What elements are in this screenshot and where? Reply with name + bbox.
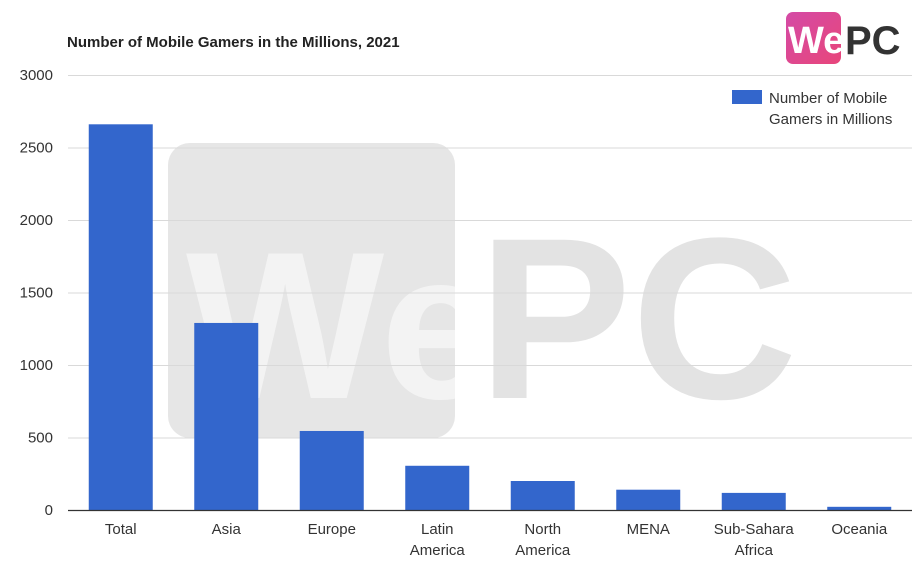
legend-label-line-2: Gamers in Millions [769,111,892,128]
x-category-label: Oceania [831,521,888,538]
y-tick-label: 3000 [20,67,53,84]
y-tick-label: 500 [28,430,53,447]
x-category-label: North [524,521,561,538]
x-axis-categories: Total Asia Europe Latin America North America M… [105,521,888,559]
y-axis-ticks: 0 500 1000 1500 2000 2500 3000 [20,67,53,519]
logo-badge [786,12,841,64]
y-tick-label: 1500 [20,285,53,302]
legend: Number of Mobile Gamers in Millions [732,90,892,128]
bar [510,481,575,510]
x-category-label: Latin [421,521,454,538]
x-category-label: America [515,542,571,559]
wepc-logo: We PC [786,12,901,64]
y-tick-label: 1000 [20,357,53,374]
y-tick-label: 2000 [20,212,53,229]
chart-title: Number of Mobile Gamers in the Millions,… [67,34,400,51]
x-category-label: Europe [308,521,356,538]
legend-swatch [732,90,762,104]
legend-label-line-1: Number of Mobile [769,90,887,107]
y-tick-label: 2500 [20,140,53,157]
x-category-label: MENA [627,521,670,538]
bar [405,465,470,510]
x-category-label: Africa [735,542,774,559]
x-category-label: America [410,542,466,559]
x-category-label: Total [105,521,137,538]
bar [721,492,786,510]
y-tick-label: 0 [45,502,53,519]
bar-series [88,124,892,511]
logo-pc-text: PC [845,19,901,63]
bar [616,489,681,510]
watermark-logo: We PC [168,143,798,447]
x-category-label: Sub-Sahara [714,521,795,538]
x-category-label: Asia [212,521,242,538]
bar [827,506,892,510]
bar [194,322,259,510]
bar [299,430,364,510]
logo-we-text: We [788,20,844,62]
watermark-pc-text: PC [478,190,798,447]
bar [88,124,153,511]
